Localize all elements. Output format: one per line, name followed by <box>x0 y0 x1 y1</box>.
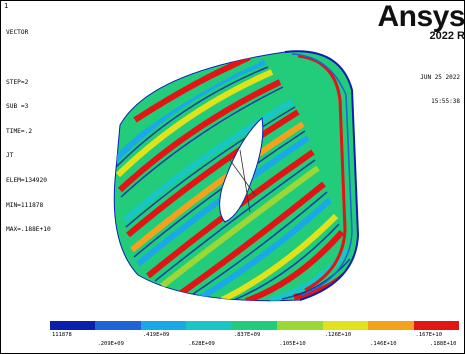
legend-label: .837E+09 <box>233 332 261 338</box>
max-value-label: MAX=.188E+10 <box>6 226 51 234</box>
legend-swatch <box>186 321 232 330</box>
cylinder-body <box>113 50 360 302</box>
window-number: 1 <box>4 2 9 10</box>
time-label: TIME=.2 <box>6 127 33 135</box>
element-count-label: ELEM=134920 <box>6 176 47 184</box>
step-label: STEP=2 <box>6 78 29 86</box>
legend-label: .188E+10 <box>430 341 457 347</box>
legend-label: .105E+10 <box>279 341 306 347</box>
inner-opening <box>219 116 264 223</box>
legend-label: .628E+09 <box>188 341 215 347</box>
plot-date: JUN 25 2022 <box>420 74 460 81</box>
ansys-brand: Ansys 2022 R <box>345 0 465 43</box>
legend-swatch <box>95 321 141 330</box>
legend-swatch <box>231 321 278 330</box>
plot-time: 15:55:38 <box>431 98 460 105</box>
ansys-logo: Ansys <box>377 0 465 33</box>
plot-type-label: VECTOR <box>6 29 29 37</box>
legend-label: .167E+10 <box>415 332 443 338</box>
substep-label: SUB =3 <box>6 103 29 111</box>
legend-swatch <box>322 321 369 330</box>
result-item-label: JT <box>6 152 14 160</box>
legend-swatch <box>50 321 96 330</box>
legend-label: 111878 <box>52 332 72 338</box>
ansys-version: 2022 R <box>429 30 465 42</box>
contour-legend-bar <box>50 321 459 330</box>
legend-label: .419E+09 <box>142 332 170 338</box>
legend-label: .146E+10 <box>370 341 397 347</box>
legend-swatch <box>140 321 187 330</box>
legend-swatch <box>413 321 459 330</box>
legend-label: .209E+09 <box>97 341 124 347</box>
legend-label: .126E+10 <box>324 332 352 338</box>
date-time-stamp: JUN 25 2022 15:55:38 <box>420 58 460 114</box>
min-value-label: MIN=111878 <box>6 201 44 209</box>
legend-swatch <box>277 321 323 330</box>
plot-info-block: VECTOR STEP=2 SUB =3 TIME=.2 JT ELEM=134… <box>6 13 51 243</box>
legend-swatch <box>368 321 414 330</box>
